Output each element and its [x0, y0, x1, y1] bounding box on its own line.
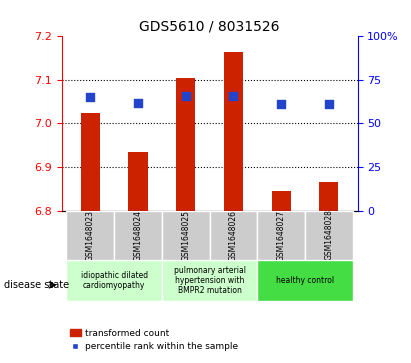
Point — [230, 93, 237, 98]
Bar — [81, 113, 100, 211]
Legend: transformed count, percentile rank within the sample: transformed count, percentile rank withi… — [66, 325, 242, 355]
FancyBboxPatch shape — [67, 260, 162, 301]
Point — [87, 94, 94, 100]
FancyBboxPatch shape — [162, 211, 210, 260]
Text: GSM1648028: GSM1648028 — [324, 209, 333, 261]
Bar — [224, 52, 243, 211]
Text: pulmonary arterial
hypertension with
BMPR2 mutation: pulmonary arterial hypertension with BMP… — [173, 265, 246, 295]
Text: healthy control: healthy control — [276, 276, 334, 285]
Bar — [319, 182, 339, 211]
FancyBboxPatch shape — [162, 260, 257, 301]
Point — [135, 99, 141, 105]
Point — [182, 93, 189, 98]
FancyBboxPatch shape — [257, 211, 305, 260]
Text: disease state: disease state — [4, 280, 69, 290]
Text: GSM1648024: GSM1648024 — [134, 209, 143, 261]
Text: GSM1648025: GSM1648025 — [181, 209, 190, 261]
FancyBboxPatch shape — [114, 211, 162, 260]
FancyBboxPatch shape — [67, 211, 114, 260]
Bar — [272, 191, 291, 211]
FancyBboxPatch shape — [305, 211, 353, 260]
Bar — [176, 78, 195, 211]
Text: GSM1648026: GSM1648026 — [229, 209, 238, 261]
Point — [326, 101, 332, 107]
Text: GSM1648023: GSM1648023 — [86, 209, 95, 261]
FancyBboxPatch shape — [257, 260, 353, 301]
Text: GSM1648027: GSM1648027 — [277, 209, 286, 261]
FancyBboxPatch shape — [210, 211, 257, 260]
Point — [278, 101, 284, 107]
Title: GDS5610 / 8031526: GDS5610 / 8031526 — [139, 20, 280, 34]
Text: idiopathic dilated
cardiomyopathy: idiopathic dilated cardiomyopathy — [81, 271, 148, 290]
Bar — [129, 152, 148, 211]
